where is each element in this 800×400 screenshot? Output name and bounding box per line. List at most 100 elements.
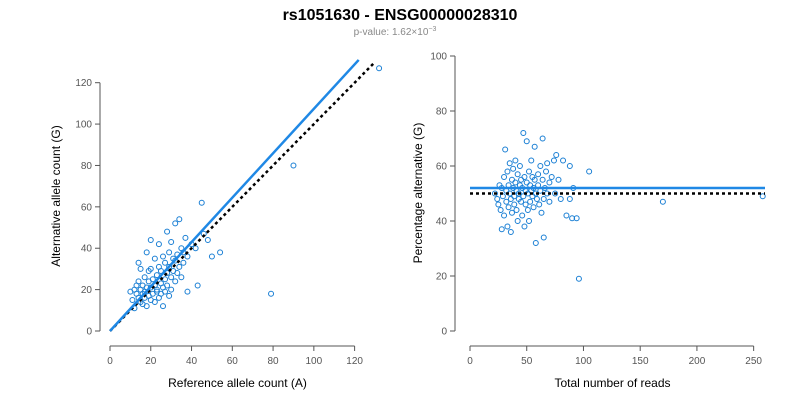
chart-subtitle: p-value: 1.62×10−3 bbox=[354, 26, 437, 38]
data-point bbox=[560, 157, 567, 164]
x-tick-label: 200 bbox=[689, 356, 706, 367]
data-point bbox=[268, 290, 275, 297]
data-point bbox=[162, 288, 169, 295]
x-tick-label: 60 bbox=[227, 356, 239, 367]
data-point bbox=[575, 275, 582, 282]
data-point bbox=[539, 176, 546, 183]
data-point bbox=[501, 212, 508, 219]
data-point bbox=[151, 299, 158, 306]
data-point bbox=[290, 162, 297, 169]
x-tick-label: 250 bbox=[745, 356, 762, 367]
data-point bbox=[506, 160, 513, 167]
data-point bbox=[168, 274, 175, 281]
data-point bbox=[523, 179, 530, 186]
x-tick-label: 0 bbox=[467, 356, 473, 367]
data-point bbox=[508, 176, 515, 183]
data-point bbox=[501, 174, 508, 180]
x-tick-label: 80 bbox=[268, 356, 280, 367]
x-tick-label: 40 bbox=[186, 356, 198, 367]
data-point bbox=[153, 286, 160, 293]
data-point bbox=[147, 265, 154, 272]
data-point bbox=[194, 282, 201, 289]
data-point bbox=[135, 278, 142, 285]
data-point bbox=[176, 216, 183, 223]
data-point bbox=[162, 259, 169, 266]
data-point bbox=[137, 265, 144, 272]
data-point bbox=[552, 190, 559, 197]
data-point bbox=[521, 223, 528, 230]
data-point bbox=[528, 157, 535, 164]
data-point bbox=[147, 236, 154, 243]
data-point bbox=[151, 255, 158, 262]
data-point bbox=[198, 199, 205, 206]
data-point bbox=[527, 198, 534, 205]
data-point bbox=[586, 168, 593, 175]
data-point bbox=[160, 253, 166, 260]
data-point bbox=[513, 207, 520, 213]
y-tick-label: 0 bbox=[441, 327, 447, 338]
y-tick-label: 40 bbox=[436, 217, 448, 228]
data-point bbox=[548, 174, 555, 180]
left-scatter-plot: 0 20 40 60 80 100 120 0 20 40 60 80 100 120 Reference … bbox=[49, 59, 383, 390]
x-axis-label: Reference allele count (A) bbox=[168, 376, 307, 390]
data-point bbox=[208, 253, 215, 260]
data-point bbox=[520, 130, 527, 136]
chart-title: rs1051630 - ENSG00000028310 bbox=[283, 7, 518, 24]
data-point bbox=[168, 286, 175, 293]
data-point bbox=[498, 226, 505, 233]
y-tick-label: 80 bbox=[81, 161, 93, 172]
data-point bbox=[217, 249, 224, 256]
data-point bbox=[172, 278, 179, 285]
reference-line bbox=[109, 61, 376, 332]
data-point bbox=[495, 201, 502, 208]
data-point bbox=[162, 276, 169, 283]
y-tick-label: 100 bbox=[430, 52, 447, 63]
data-point bbox=[522, 201, 529, 208]
data-point bbox=[507, 196, 514, 202]
data-point bbox=[204, 236, 211, 243]
data-point bbox=[153, 272, 160, 279]
data-point bbox=[539, 135, 546, 142]
right-scatter-plot: 0 50 100 150 200 250 0 20 40 60 80 100 Total number … bbox=[411, 52, 766, 390]
data-point bbox=[176, 263, 183, 270]
data-point bbox=[164, 282, 171, 289]
data-point bbox=[536, 201, 543, 208]
data-point bbox=[507, 229, 514, 235]
fit-line bbox=[109, 59, 360, 332]
data-point bbox=[184, 288, 191, 295]
data-point bbox=[160, 303, 166, 310]
data-point bbox=[546, 198, 553, 205]
data-point bbox=[531, 176, 538, 183]
data-point bbox=[155, 241, 162, 248]
data-point bbox=[497, 207, 504, 213]
data-point bbox=[544, 160, 551, 167]
data-point bbox=[566, 163, 573, 169]
y-tick-label: 100 bbox=[75, 120, 92, 131]
data-point bbox=[166, 292, 173, 299]
data-point bbox=[514, 171, 521, 178]
x-tick-label: 150 bbox=[632, 356, 649, 367]
data-point bbox=[537, 163, 544, 169]
data-point bbox=[573, 215, 580, 222]
data-point bbox=[178, 274, 185, 281]
data-point bbox=[503, 198, 510, 205]
data-point bbox=[516, 163, 523, 169]
y-tick-label: 20 bbox=[81, 285, 93, 296]
p-value-text: p-value: 1.62×10 bbox=[354, 27, 429, 38]
data-point bbox=[129, 296, 136, 303]
data-point bbox=[172, 220, 179, 227]
data-point bbox=[508, 209, 515, 216]
data-point bbox=[494, 196, 501, 202]
y-tick-label: 120 bbox=[75, 78, 92, 89]
data-point bbox=[557, 196, 564, 202]
x-tick-label: 120 bbox=[346, 356, 363, 367]
data-point bbox=[505, 204, 512, 211]
data-point bbox=[143, 249, 150, 256]
data-point bbox=[149, 276, 156, 283]
data-point bbox=[511, 201, 518, 208]
data-point bbox=[520, 193, 527, 200]
data-point bbox=[141, 274, 148, 281]
data-point bbox=[555, 176, 562, 183]
data-point bbox=[135, 259, 142, 266]
